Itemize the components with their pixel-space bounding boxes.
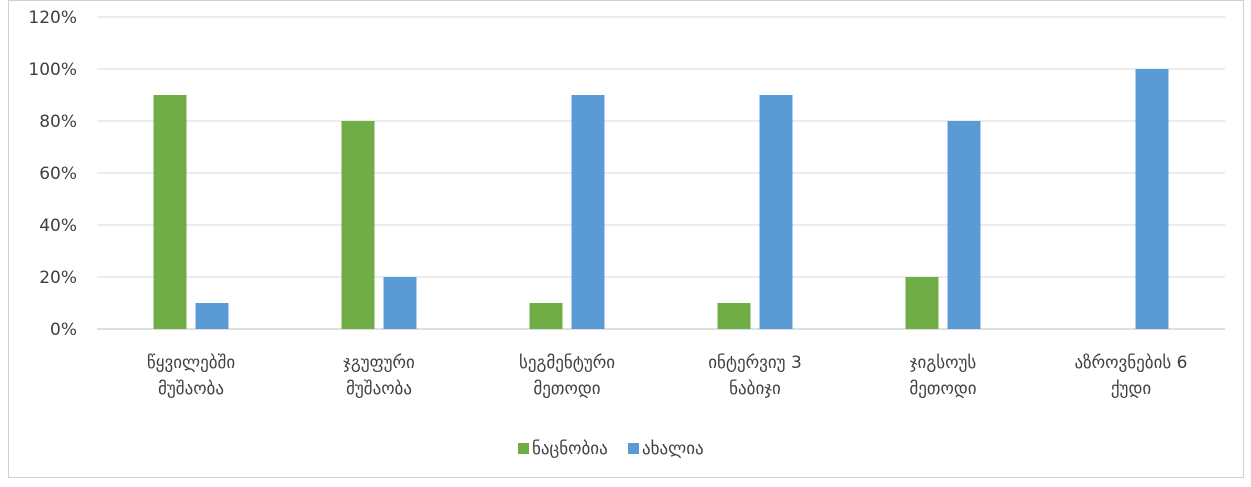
x-category-label: მუშაობა — [158, 379, 224, 399]
x-category-label: ჯგუფური — [343, 353, 415, 373]
x-category-label: ჯიგსოუს — [910, 353, 977, 373]
bar-series1 — [529, 303, 563, 329]
y-tick-label: 20% — [39, 268, 77, 288]
bar-series2 — [383, 277, 417, 329]
y-tick-label: 100% — [28, 60, 77, 80]
bar-series2 — [1135, 69, 1169, 329]
bar-series2 — [571, 95, 605, 329]
x-category-label: წყვილებში — [147, 353, 235, 373]
legend-label: ნაცნობია — [532, 439, 608, 459]
y-tick-label: 80% — [39, 112, 77, 132]
bar-series1 — [905, 277, 939, 329]
chart-frame — [8, 0, 1244, 478]
x-category-label: სეგმენტური — [519, 353, 615, 373]
legend-label: ახალია — [642, 439, 704, 459]
y-tick-label: 40% — [39, 216, 77, 236]
bar-series1 — [153, 95, 187, 329]
bar-series2 — [195, 303, 229, 329]
x-category-label: მუშაობა — [346, 379, 412, 399]
legend-swatch — [518, 443, 529, 454]
bar-series2 — [947, 121, 981, 329]
bar-series1 — [341, 121, 375, 329]
legend-swatch — [628, 443, 639, 454]
x-category-label: ქუდი — [1111, 379, 1151, 399]
y-tick-label: 60% — [39, 164, 77, 184]
x-category-label: ინტერვიუ 3 — [708, 353, 802, 373]
bar-series1 — [717, 303, 751, 329]
y-tick-label: 120% — [28, 8, 77, 28]
x-category-label: მეთოდი — [909, 379, 976, 399]
x-category-label: აზროვნების 6 — [1075, 353, 1188, 373]
x-category-label: მეთოდი — [533, 379, 600, 399]
bar-series2 — [759, 95, 793, 329]
y-tick-label: 0% — [50, 320, 77, 340]
x-category-label: ნაბიჯი — [729, 379, 781, 399]
